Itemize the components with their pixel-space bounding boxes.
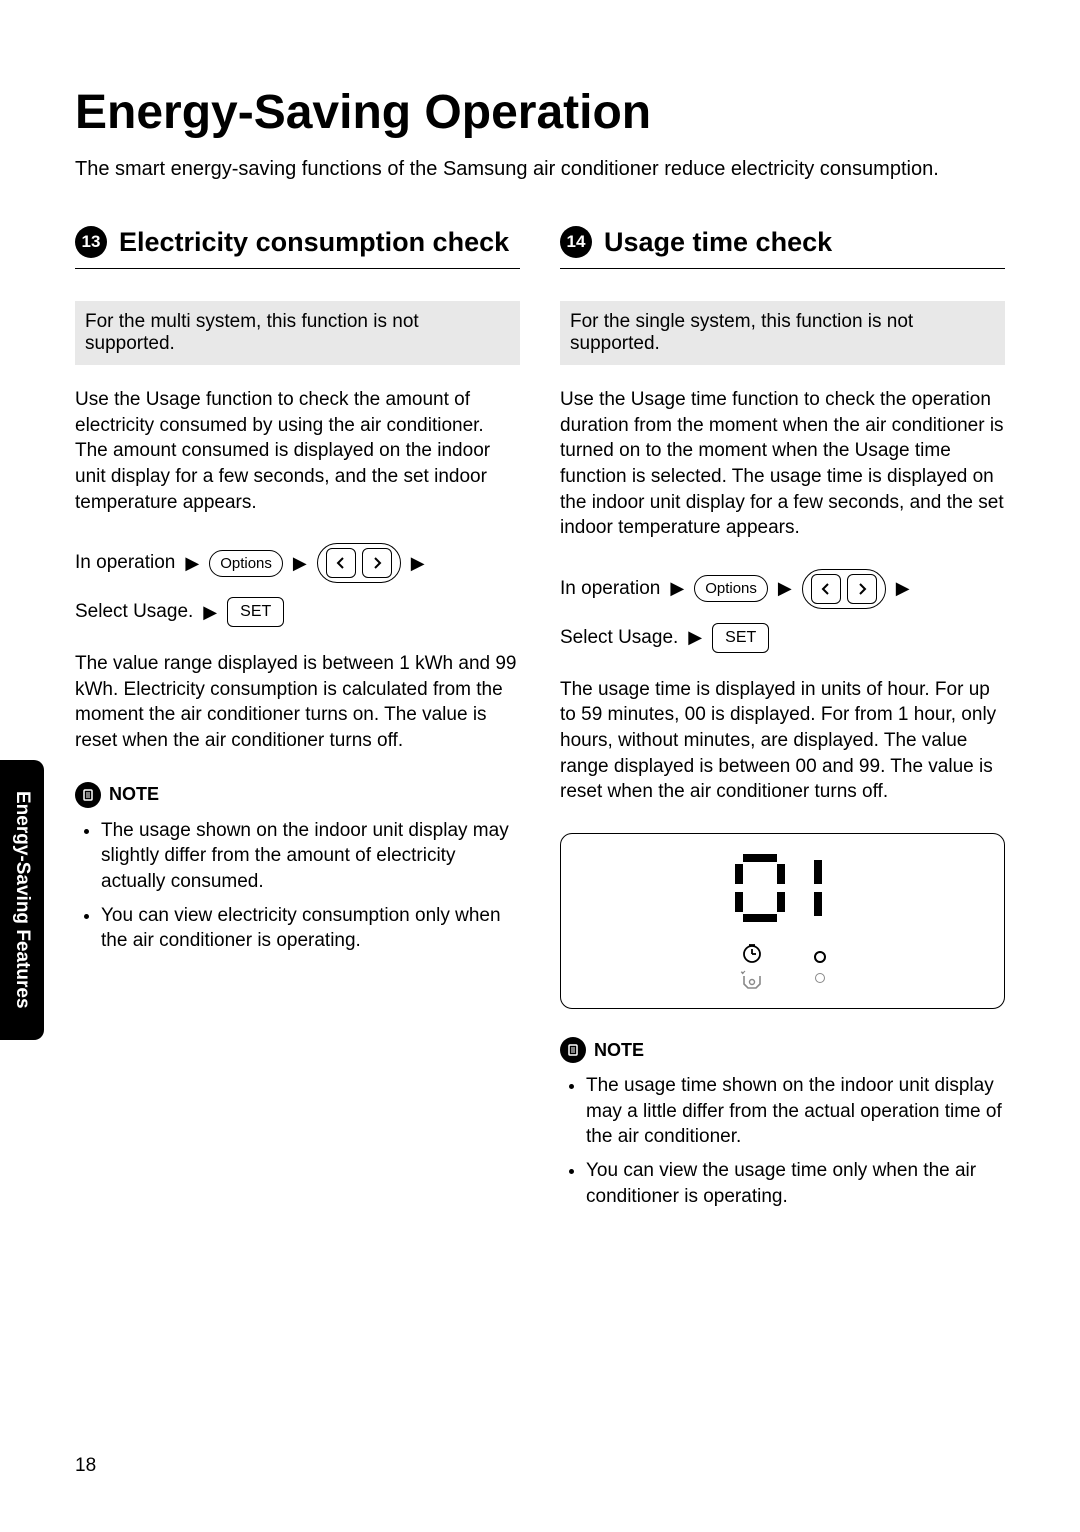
indicator-dot-off-icon bbox=[815, 973, 825, 983]
page-subtitle: The smart energy-saving functions of the… bbox=[75, 158, 1005, 181]
note-header: NOTE bbox=[75, 782, 520, 808]
body-paragraph: Use the Usage function to check the amou… bbox=[75, 387, 520, 515]
circle-number-icon: 14 bbox=[560, 226, 592, 258]
arrow-icon: ▶ bbox=[778, 578, 792, 599]
note-item: You can view the usage time only when th… bbox=[586, 1158, 1005, 1209]
indicator-icons-col bbox=[740, 942, 764, 992]
options-button-graphic: Options bbox=[694, 575, 768, 602]
shaded-note-left: For the multi system, this function is n… bbox=[75, 301, 520, 365]
page-container: Energy-Saving Operation The smart energy… bbox=[0, 0, 1080, 1277]
left-right-button-graphic bbox=[317, 543, 401, 583]
digit-one-icon bbox=[803, 852, 833, 924]
arrow-icon: ▶ bbox=[203, 602, 217, 623]
step-line-1: In operation ▶ Options ▶ ▶ bbox=[560, 569, 1005, 609]
section-divider bbox=[560, 268, 1005, 269]
note-icon bbox=[560, 1037, 586, 1063]
indicator-dots-col bbox=[814, 951, 826, 983]
arrow-icon: ▶ bbox=[670, 578, 684, 599]
note-list: The usage time shown on the indoor unit … bbox=[560, 1073, 1005, 1209]
digit-zero-icon bbox=[733, 852, 787, 924]
step-line-1: In operation ▶ Options ▶ ▶ bbox=[75, 543, 520, 583]
timer-icon bbox=[741, 942, 763, 964]
body-paragraph: Use the Usage time function to check the… bbox=[560, 387, 1005, 541]
indoor-unit-display-graphic bbox=[560, 833, 1005, 1009]
section-header-left: 13 Electricity consumption check bbox=[75, 226, 520, 258]
section-divider bbox=[75, 268, 520, 269]
note-header: NOTE bbox=[560, 1037, 1005, 1063]
step-block: In operation ▶ Options ▶ ▶ S bbox=[560, 569, 1005, 653]
arrow-icon: ▶ bbox=[185, 553, 199, 574]
section-title-right: Usage time check bbox=[604, 227, 832, 258]
arrow-icon: ▶ bbox=[688, 627, 702, 648]
note-item: You can view electricity consumption onl… bbox=[101, 903, 520, 954]
page-number: 18 bbox=[75, 1455, 96, 1477]
note-icon bbox=[75, 782, 101, 808]
two-column-layout: 13 Electricity consumption check For the… bbox=[75, 226, 1005, 1217]
indicator-row bbox=[740, 942, 826, 992]
arrow-icon: ▶ bbox=[411, 553, 425, 574]
chevron-right-icon bbox=[847, 574, 877, 604]
section-title-left: Electricity consumption check bbox=[119, 227, 509, 258]
step-line-2: Select Usage. ▶ SET bbox=[560, 623, 1005, 653]
right-column: 14 Usage time check For the single syste… bbox=[560, 226, 1005, 1217]
set-button-graphic: SET bbox=[712, 623, 769, 653]
options-button-graphic: Options bbox=[209, 550, 283, 577]
page-title: Energy-Saving Operation bbox=[75, 85, 1005, 140]
step-text: In operation bbox=[75, 552, 175, 574]
note-list: The usage shown on the indoor unit displ… bbox=[75, 818, 520, 954]
step-line-2: Select Usage. ▶ SET bbox=[75, 597, 520, 627]
shaded-note-right: For the single system, this function is … bbox=[560, 301, 1005, 365]
chevron-right-icon bbox=[362, 548, 392, 578]
indicator-dot-on-icon bbox=[814, 951, 826, 963]
left-right-button-graphic bbox=[802, 569, 886, 609]
note-item: The usage time shown on the indoor unit … bbox=[586, 1073, 1005, 1150]
section-header-right: 14 Usage time check bbox=[560, 226, 1005, 258]
arrow-icon: ▶ bbox=[896, 578, 910, 599]
body-paragraph: The usage time is displayed in units of … bbox=[560, 677, 1005, 805]
set-button-graphic: SET bbox=[227, 597, 284, 627]
clean-icon bbox=[740, 970, 764, 992]
circle-number-icon: 13 bbox=[75, 226, 107, 258]
note-label: NOTE bbox=[594, 1040, 644, 1061]
note-item: The usage shown on the indoor unit displ… bbox=[101, 818, 520, 895]
chevron-left-icon bbox=[326, 548, 356, 578]
step-text: Select Usage. bbox=[75, 601, 193, 623]
step-block: In operation ▶ Options ▶ ▶ S bbox=[75, 543, 520, 627]
seven-segment-display bbox=[733, 852, 833, 924]
step-text: Select Usage. bbox=[560, 627, 678, 649]
step-text: In operation bbox=[560, 578, 660, 600]
note-label: NOTE bbox=[109, 784, 159, 805]
body-paragraph: The value range displayed is between 1 k… bbox=[75, 651, 520, 754]
chevron-left-icon bbox=[811, 574, 841, 604]
left-column: 13 Electricity consumption check For the… bbox=[75, 226, 520, 1217]
arrow-icon: ▶ bbox=[293, 553, 307, 574]
